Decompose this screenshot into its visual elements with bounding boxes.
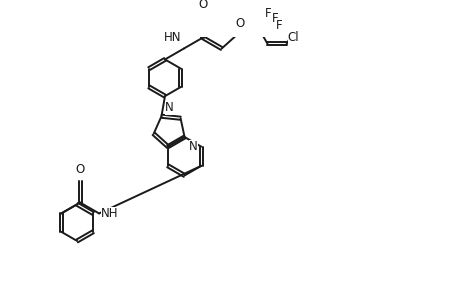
Text: O: O — [198, 0, 207, 11]
Text: F: F — [271, 12, 278, 25]
Text: O: O — [235, 16, 244, 30]
Text: HN: HN — [163, 31, 181, 44]
Text: N: N — [165, 101, 174, 115]
Text: Cl: Cl — [287, 32, 299, 44]
Text: F: F — [264, 7, 271, 20]
Text: O: O — [75, 163, 84, 176]
Text: F: F — [275, 19, 281, 32]
Text: NH: NH — [101, 207, 118, 220]
Text: N: N — [189, 140, 197, 153]
